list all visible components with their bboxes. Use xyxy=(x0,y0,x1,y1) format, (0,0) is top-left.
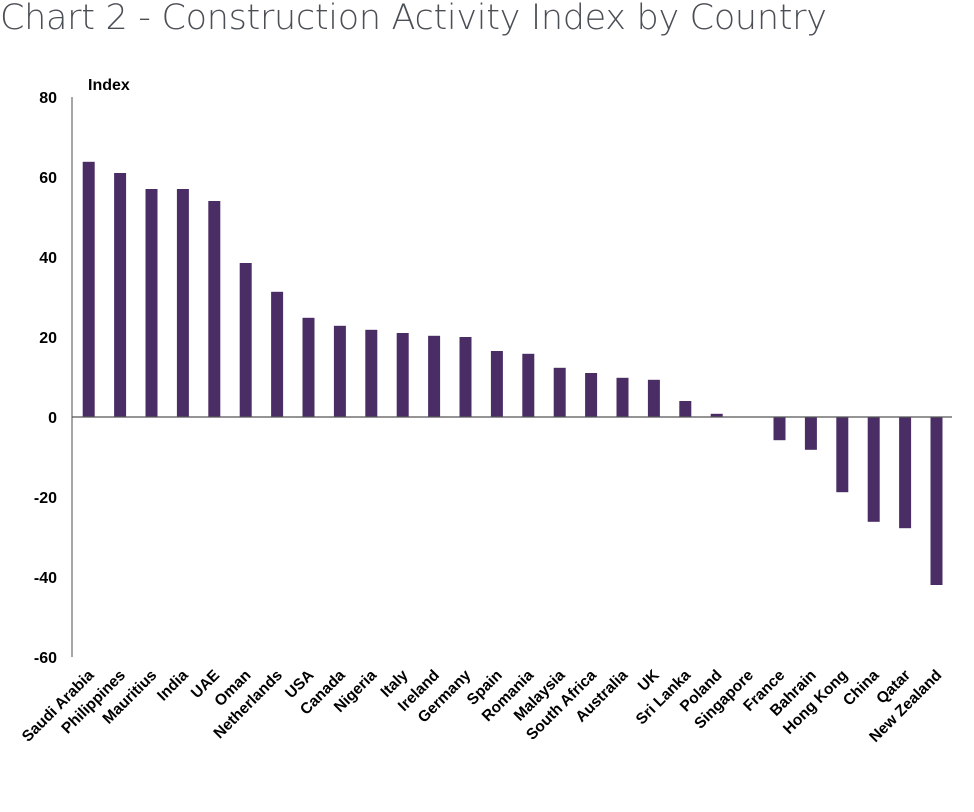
bar xyxy=(459,337,472,417)
bar xyxy=(208,201,221,417)
bar xyxy=(710,413,723,417)
bar xyxy=(899,417,912,529)
bar xyxy=(114,173,127,417)
bar xyxy=(930,417,943,585)
y-tick-label: 60 xyxy=(39,170,57,187)
chart-title: Chart 2 - Construction Activity Index by… xyxy=(0,0,827,38)
bar xyxy=(239,263,252,417)
y-tick-label: 40 xyxy=(39,250,57,267)
y-tick-label: -40 xyxy=(34,570,57,587)
bar xyxy=(585,373,598,417)
bar xyxy=(522,353,535,417)
y-axis-label: Index xyxy=(88,77,130,94)
bar xyxy=(333,325,346,417)
bar xyxy=(145,189,158,417)
bar xyxy=(176,189,189,417)
bar xyxy=(836,417,849,493)
bar xyxy=(271,291,284,417)
bar xyxy=(679,401,692,417)
y-tick-label: 0 xyxy=(48,410,57,427)
y-tick-label: 20 xyxy=(39,330,57,347)
bar xyxy=(773,417,786,441)
y-tick-label: -20 xyxy=(34,490,57,507)
bar xyxy=(616,377,629,417)
bar xyxy=(553,367,566,417)
bar xyxy=(490,351,503,417)
bar xyxy=(82,161,95,417)
x-tick-label: India xyxy=(154,667,192,705)
bar xyxy=(867,417,880,522)
x-tick-label: China xyxy=(840,667,883,710)
bar xyxy=(428,335,441,417)
bar xyxy=(647,379,660,417)
y-tick-label: 80 xyxy=(39,90,57,107)
bar xyxy=(365,329,378,417)
y-tick-label: -60 xyxy=(34,650,57,667)
bar xyxy=(302,317,315,417)
bar xyxy=(396,333,409,417)
bar xyxy=(804,417,817,450)
